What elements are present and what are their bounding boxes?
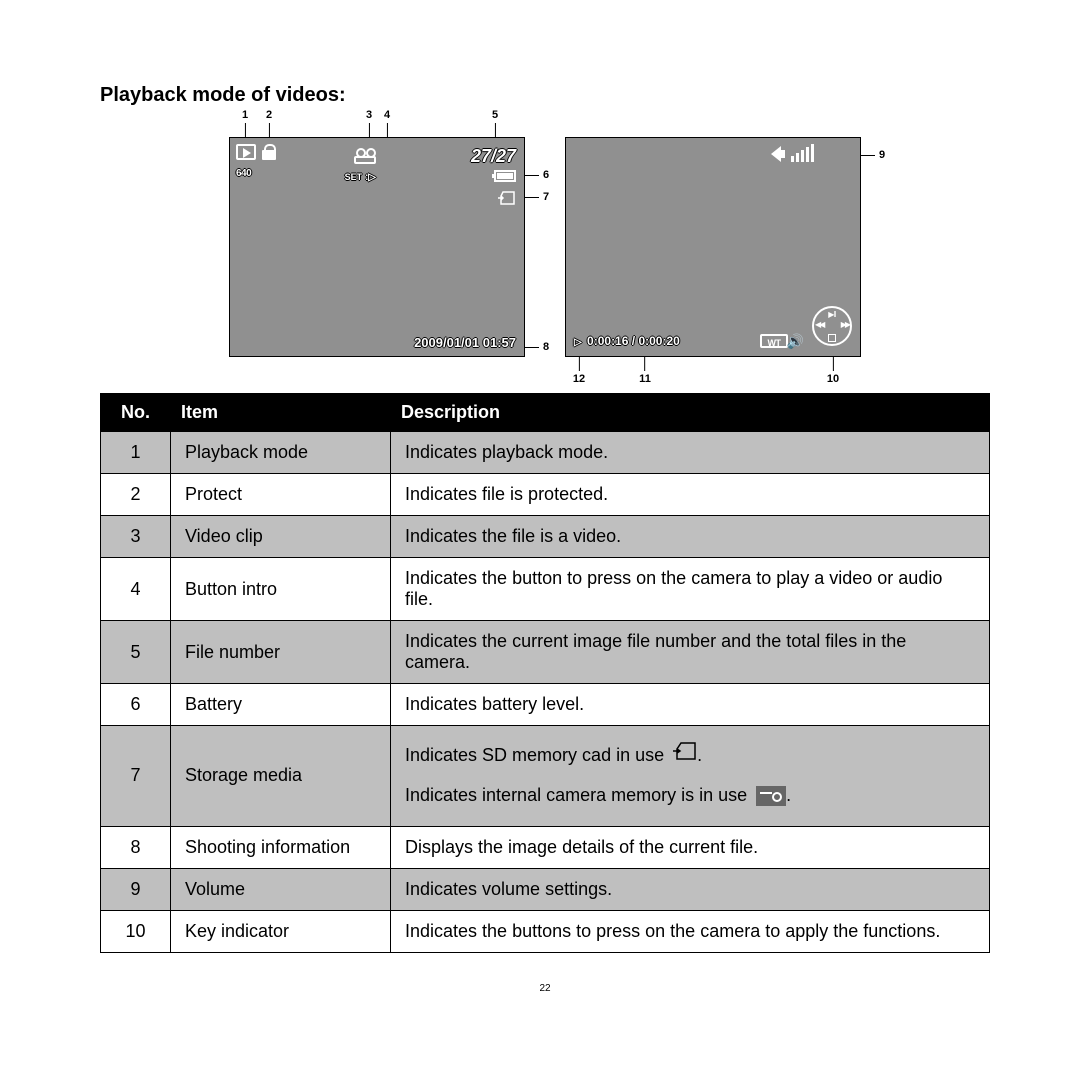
callout: 4 (384, 109, 390, 137)
cell-desc: Indicates playback mode. (391, 432, 990, 474)
cell-no: 3 (101, 516, 171, 558)
callout: 1 (242, 109, 248, 137)
table-row: 7Storage mediaIndicates SD memory cad in… (101, 726, 990, 827)
wt-speaker-icon: 🔊 (787, 333, 804, 350)
table-row: 6BatteryIndicates battery level. (101, 684, 990, 726)
callout: 7 (525, 191, 549, 203)
cell-item: Protect (171, 474, 391, 516)
callout: 8 (525, 341, 549, 353)
screens-row: 12345 678 640 SET 27/27 2009/01/01 01:57… (100, 137, 990, 357)
callout: 10 (827, 357, 839, 385)
time-sep: / (632, 334, 635, 348)
callout: 12 (573, 357, 585, 385)
battery-icon (494, 170, 516, 182)
callout: 9 (861, 149, 885, 161)
cell-item: Volume (171, 868, 391, 910)
cell-item: Button intro (171, 558, 391, 621)
table-row: 8Shooting informationDisplays the image … (101, 826, 990, 868)
cell-no: 1 (101, 432, 171, 474)
play-time: ▷ 0:00:16 / 0:00:20 (574, 334, 680, 348)
table-row: 5File numberIndicates the current image … (101, 621, 990, 684)
th-no: No. (101, 394, 171, 432)
table-row: 9VolumeIndicates volume settings. (101, 868, 990, 910)
callout: 6 (525, 169, 549, 181)
cell-desc: Indicates battery level. (391, 684, 990, 726)
internal-memory-icon (756, 786, 786, 806)
cell-no: 4 (101, 558, 171, 621)
cell-item: Video clip (171, 516, 391, 558)
table-row: 10Key indicatorIndicates the buttons to … (101, 910, 990, 952)
table-row: 4Button introIndicates the button to pre… (101, 558, 990, 621)
cell-no: 6 (101, 684, 171, 726)
cell-desc: Indicates SD memory cad in use .Indicate… (391, 726, 990, 827)
cell-item: Key indicator (171, 910, 391, 952)
cell-item: Battery (171, 684, 391, 726)
table-row: 1Playback modeIndicates playback mode. (101, 432, 990, 474)
cell-no: 5 (101, 621, 171, 684)
page-heading: Playback mode of videos: (100, 84, 990, 107)
volume-icon (771, 146, 814, 162)
cell-no: 10 (101, 910, 171, 952)
set-label: SET (345, 172, 376, 183)
page-number: 22 (100, 983, 990, 994)
callout: 11 (639, 357, 651, 385)
storage-icon (498, 190, 516, 206)
elapsed-time: 0:00:16 (587, 334, 628, 348)
th-item: Item (171, 394, 391, 432)
cell-no: 9 (101, 868, 171, 910)
legend-table: No. Item Description 1Playback modeIndic… (100, 393, 990, 953)
cell-item: Storage media (171, 726, 391, 827)
callout: 3 (366, 109, 372, 137)
cell-no: 2 (101, 474, 171, 516)
resolution-icon: 640 (236, 168, 251, 179)
sd-card-icon (673, 736, 697, 776)
callout: 2 (266, 109, 272, 137)
cell-desc: Indicates the buttons to press on the ca… (391, 910, 990, 952)
playback-icon (236, 144, 256, 160)
total-time: 0:00:20 (638, 334, 679, 348)
key-indicator-icon: ▶ǁ (812, 306, 852, 346)
play-prefix: ▷ (574, 337, 582, 348)
cell-item: Shooting information (171, 826, 391, 868)
right-screen: ▷ 0:00:16 / 0:00:20 WT 🔊 ▶ǁ (565, 137, 861, 357)
callout: 5 (492, 109, 498, 137)
cell-desc: Indicates the current image file number … (391, 621, 990, 684)
cell-desc: Indicates volume settings. (391, 868, 990, 910)
th-desc: Description (391, 394, 990, 432)
cell-desc: Indicates the button to press on the cam… (391, 558, 990, 621)
movie-icon-body (354, 156, 376, 164)
cell-no: 7 (101, 726, 171, 827)
timestamp: 2009/01/01 01:57 (414, 335, 516, 350)
cell-desc: Indicates the file is a video. (391, 516, 990, 558)
cell-item: Playback mode (171, 432, 391, 474)
cell-desc: Indicates file is protected. (391, 474, 990, 516)
left-screen: 640 SET 27/27 2009/01/01 01:57 (229, 137, 525, 357)
table-row: 3Video clipIndicates the file is a video… (101, 516, 990, 558)
file-number: 27/27 (471, 146, 516, 167)
wt-badge: WT (760, 334, 788, 348)
cell-item: File number (171, 621, 391, 684)
right-screen-wrap: 9 121110 ▷ 0:00:16 / 0:00:20 WT 🔊 ▶ǁ (565, 137, 861, 357)
cell-no: 8 (101, 826, 171, 868)
left-screen-wrap: 12345 678 640 SET 27/27 2009/01/01 01:57 (229, 137, 525, 357)
lock-icon (262, 144, 276, 158)
table-row: 2ProtectIndicates file is protected. (101, 474, 990, 516)
cell-desc: Displays the image details of the curren… (391, 826, 990, 868)
